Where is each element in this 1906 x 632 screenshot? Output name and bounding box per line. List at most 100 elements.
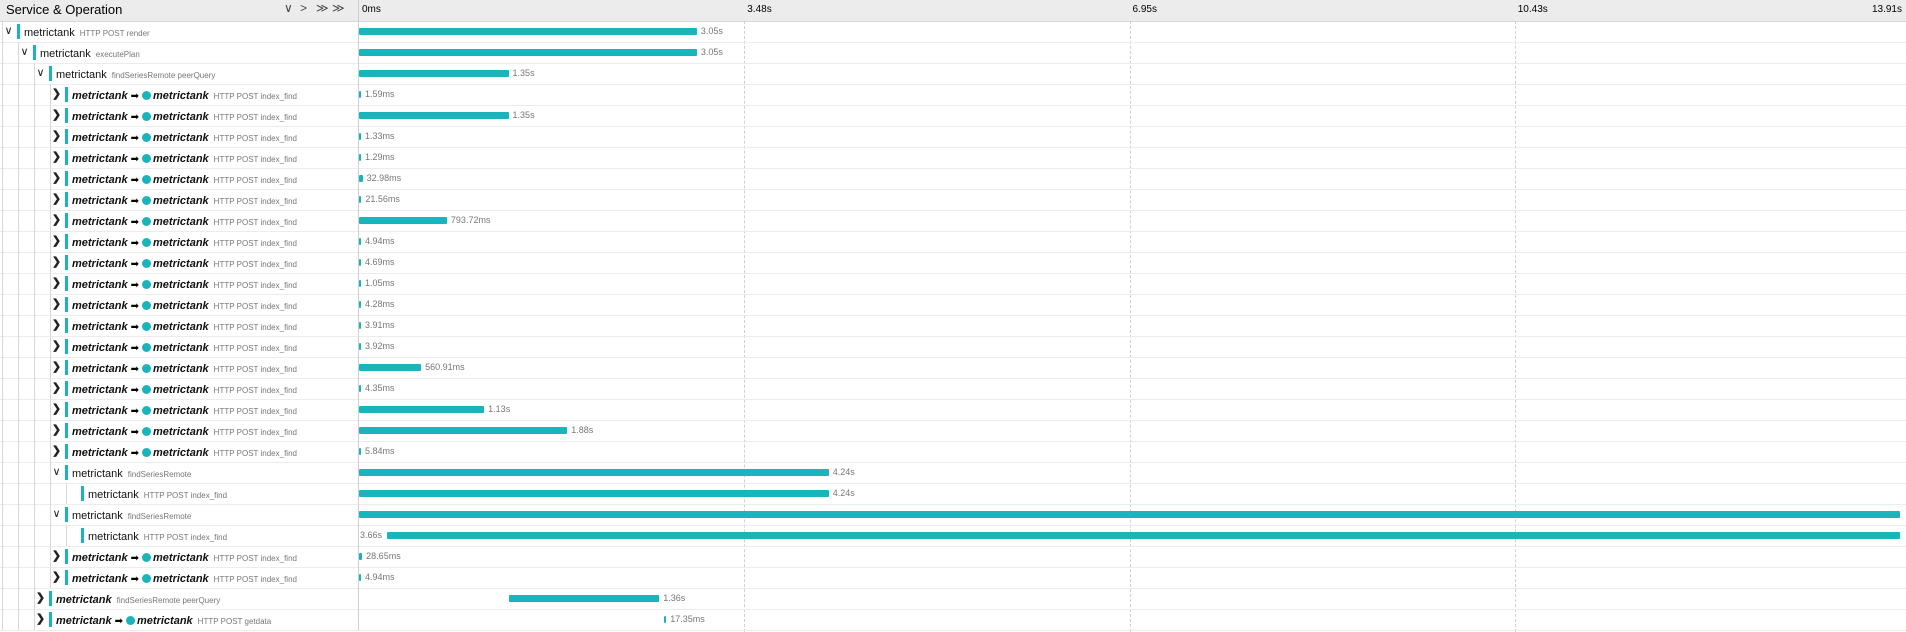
span-name-cell[interactable]: ❯ metrictank ➡ metrictank HTTP POST index_fi… (0, 546, 359, 567)
span-row[interactable]: ∨ metrictank HTTP POST render 3.05s (0, 21, 1906, 43)
span-timeline-cell[interactable]: 3.66s (359, 525, 1906, 546)
span-bar[interactable] (359, 259, 361, 266)
span-name-cell[interactable]: ∨ metrictank findSeriesRemote (0, 504, 359, 525)
span-timeline-cell[interactable]: 4.35ms (359, 378, 1906, 399)
span-timeline-cell[interactable] (359, 504, 1906, 525)
span-row[interactable]: ❯ metrictank ➡ metrictank HTTP POST index_fi… (0, 336, 1906, 358)
span-row[interactable]: ∨ metrictank executePlan 3.05s (0, 42, 1906, 64)
span-timeline-cell[interactable]: 4.24s (359, 462, 1906, 483)
span-bar[interactable] (359, 427, 568, 434)
chevron-right-icon[interactable]: ❯ (51, 214, 62, 226)
service-label[interactable]: metrictank HTTP POST render (24, 21, 150, 42)
service-label[interactable]: metrictank ➡ metrictank HTTP POST index_fin… (72, 168, 297, 189)
chevron-right-icon[interactable]: ❯ (51, 403, 62, 415)
span-row[interactable]: ❯ metrictank ➡ metrictank HTTP POST index_fi… (0, 147, 1906, 169)
span-timeline-cell[interactable]: 1.35s (359, 63, 1906, 84)
chevron-down-icon[interactable]: ∨ (36, 67, 45, 79)
span-timeline-cell[interactable]: 32.98ms (359, 168, 1906, 189)
chevron-right-icon[interactable]: ❯ (51, 319, 62, 331)
span-row[interactable]: ❯ metrictank ➡ metrictank HTTP POST index_fi… (0, 189, 1906, 211)
span-row[interactable]: ❯ metrictank findSeriesRemote peerQuery 1.3… (0, 588, 1906, 610)
span-name-cell[interactable]: ❯ metrictank ➡ metrictank HTTP POST index_fi… (0, 441, 359, 462)
span-row[interactable]: ❯ metrictank ➡ metrictank HTTP POST index_fi… (0, 315, 1906, 337)
span-bar[interactable] (359, 196, 362, 203)
service-label[interactable]: metrictank ➡ metrictank HTTP POST index_fin… (72, 546, 297, 567)
service-label[interactable]: metrictank HTTP POST index_find (88, 483, 227, 504)
span-row[interactable]: ❯ metrictank ➡ metrictank HTTP POST index_fi… (0, 420, 1906, 442)
span-timeline-cell[interactable]: 4.94ms (359, 231, 1906, 252)
span-row[interactable]: ❯ metrictank ➡ metrictank HTTP POST index_fi… (0, 210, 1906, 232)
service-label[interactable]: metrictank ➡ metrictank HTTP POST index_fin… (72, 441, 297, 462)
span-bar[interactable] (359, 112, 509, 119)
span-bar[interactable] (359, 469, 829, 476)
chevron-right-icon[interactable]: ❯ (51, 550, 62, 562)
span-name-cell[interactable]: metrictank HTTP POST index_find (0, 525, 359, 546)
span-timeline-cell[interactable]: 1.36s (359, 588, 1906, 609)
span-bar[interactable] (664, 616, 667, 623)
chevron-down-icon[interactable]: ∨ (52, 466, 61, 478)
span-name-cell[interactable]: ❯ metrictank ➡ metrictank HTTP POST index_fi… (0, 84, 359, 105)
span-timeline-cell[interactable]: 5.84ms (359, 441, 1906, 462)
span-bar[interactable] (359, 511, 1900, 518)
span-timeline-cell[interactable]: 1.05ms (359, 273, 1906, 294)
span-row[interactable]: ∨ metrictank findSeriesRemote (0, 504, 1906, 526)
service-label[interactable]: metrictank findSeriesRemote peerQuery (56, 63, 215, 84)
span-bar[interactable] (359, 154, 361, 161)
service-label[interactable]: metrictank ➡ metrictank HTTP POST index_fin… (72, 252, 297, 273)
span-timeline-cell[interactable]: 3.92ms (359, 336, 1906, 357)
chevron-right-icon[interactable]: ❯ (51, 445, 62, 457)
span-bar[interactable] (359, 574, 361, 581)
chevron-right-icon[interactable]: ❯ (51, 277, 62, 289)
span-bar[interactable] (359, 70, 509, 77)
span-timeline-cell[interactable]: 1.29ms (359, 147, 1906, 168)
service-label[interactable]: metrictank findSeriesRemote peerQuery (56, 588, 220, 609)
span-timeline-cell[interactable]: 3.05s (359, 21, 1906, 42)
service-label[interactable]: metrictank ➡ metrictank HTTP POST index_fin… (72, 273, 297, 294)
span-row[interactable]: ❯ metrictank ➡ metrictank HTTP POST index_fi… (0, 273, 1906, 295)
span-row[interactable]: ❯ metrictank ➡ metrictank HTTP POST index_fi… (0, 231, 1906, 253)
span-name-cell[interactable]: ❯ metrictank ➡ metrictank HTTP POST index_fi… (0, 168, 359, 189)
span-row[interactable]: ❯ metrictank ➡ metrictank HTTP POST index_fi… (0, 567, 1906, 589)
span-name-cell[interactable]: ❯ metrictank ➡ metrictank HTTP POST index_fi… (0, 315, 359, 336)
collapse-one-icon[interactable]: ∨ (284, 1, 293, 15)
expand-all-icon[interactable]: ≫ (332, 1, 345, 15)
span-bar[interactable] (359, 133, 361, 140)
span-bar[interactable] (359, 553, 363, 560)
span-name-cell[interactable]: ❯ metrictank ➡ metrictank HTTP POST index_fi… (0, 189, 359, 210)
span-timeline-cell[interactable]: 1.33ms (359, 126, 1906, 147)
span-bar[interactable] (359, 238, 361, 245)
span-bar[interactable] (359, 343, 361, 350)
span-name-cell[interactable]: ❯ metrictank ➡ metrictank HTTP POST index_fi… (0, 105, 359, 126)
chevron-right-icon[interactable]: ❯ (51, 109, 62, 121)
span-timeline-cell[interactable]: 1.59ms (359, 84, 1906, 105)
span-name-cell[interactable]: ❯ metrictank ➡ metrictank HTTP POST index_fi… (0, 273, 359, 294)
span-row[interactable]: ❯ metrictank ➡ metrictank HTTP POST index_fi… (0, 252, 1906, 274)
service-label[interactable]: metrictank findSeriesRemote (72, 462, 191, 483)
service-label[interactable]: metrictank ➡ metrictank HTTP POST index_fin… (72, 336, 297, 357)
chevron-right-icon[interactable]: ❯ (51, 172, 62, 184)
chevron-right-icon[interactable]: ❯ (51, 361, 62, 373)
span-row[interactable]: ❯ metrictank ➡ metrictank HTTP POST index_fi… (0, 126, 1906, 148)
chevron-down-icon[interactable]: ∨ (4, 25, 13, 37)
span-bar[interactable] (359, 175, 363, 182)
chevron-right-icon[interactable]: ❯ (51, 151, 62, 163)
span-bar[interactable] (508, 595, 660, 602)
span-timeline-cell[interactable]: 28.65ms (359, 546, 1906, 567)
span-bar[interactable] (386, 532, 1900, 539)
span-timeline-cell[interactable]: 3.91ms (359, 315, 1906, 336)
span-timeline-cell[interactable]: 21.56ms (359, 189, 1906, 210)
span-timeline-cell[interactable]: 793.72ms (359, 210, 1906, 231)
chevron-right-icon[interactable]: ❯ (51, 130, 62, 142)
service-label[interactable]: metrictank ➡ metrictank HTTP POST index_fin… (72, 357, 297, 378)
service-label[interactable]: metrictank ➡ metrictank HTTP POST index_fin… (72, 378, 297, 399)
service-label[interactable]: metrictank ➡ metrictank HTTP POST index_fin… (72, 210, 297, 231)
service-label[interactable]: metrictank ➡ metrictank HTTP POST index_fin… (72, 315, 297, 336)
span-row[interactable]: ❯ metrictank ➡ metrictank HTTP POST index_fi… (0, 105, 1906, 127)
service-label[interactable]: metrictank ➡ metrictank HTTP POST index_fin… (72, 105, 297, 126)
span-bar[interactable] (359, 448, 361, 455)
span-bar[interactable] (359, 301, 361, 308)
span-name-cell[interactable]: ❯ metrictank ➡ metrictank HTTP POST index_fi… (0, 126, 359, 147)
span-row[interactable]: ❯ metrictank ➡ metrictank HTTP POST index_fi… (0, 84, 1906, 106)
chevron-right-icon[interactable]: ❯ (51, 298, 62, 310)
chevron-right-icon[interactable]: ❯ (51, 340, 62, 352)
